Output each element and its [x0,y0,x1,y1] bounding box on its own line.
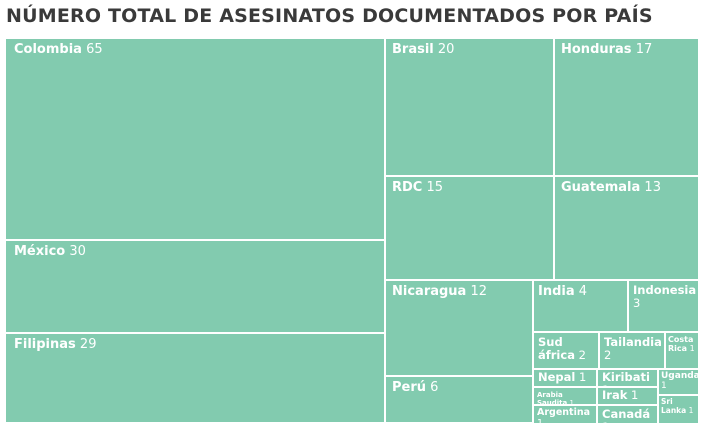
tile-value: 12 [470,284,488,299]
tile-honduras: Honduras 17 [554,38,699,176]
tile-label: Honduras [561,42,632,57]
tile-value: 1 [661,381,667,392]
tile-label: Costa Rica [668,335,694,354]
tile-brasil: Brasil 20 [385,38,554,176]
tile-value: 15 [426,180,444,195]
tile-value: 6 [430,380,439,395]
tile-peru: Perú 6 [385,376,533,423]
tile-tailandia: Tailandia 2 [599,332,665,369]
chart-title: NÚMERO TOTAL DE ASESINATOS DOCUMENTADOS … [6,5,653,27]
tile-value: 29 [79,337,97,352]
tile-rdc: RDC 15 [385,176,554,280]
tile-label: Brasil [392,42,434,57]
tile-label: Sri Lanka [661,397,687,415]
tile-kiribati: Kiribati 1 [597,369,658,387]
tile-label: Uganda [661,371,699,381]
tile-irak: Irak 1 [597,387,658,405]
tile-label: Tailandia [604,335,662,349]
tile-sri-lanka: Sri Lanka 1 [658,395,699,424]
tile-value: 1 [689,344,695,354]
tile-uganda: Uganda 1 [658,369,699,395]
tile-label: Indonesia [633,283,697,297]
tile-label: Colombia [14,42,82,57]
tile-guatemala: Guatemala 13 [554,176,699,280]
tile-value: 17 [635,42,653,57]
tile-label: Argentina [537,407,591,418]
tile-label: Filipinas [14,337,76,352]
tile-value: 2 [604,348,612,363]
tile-label: Irak [602,388,628,402]
tile-label: México [14,244,66,259]
tile-label: Nicaragua [392,284,467,299]
tile-value: 1 [579,370,587,384]
tile-value: 2 [578,348,586,363]
tile-label: Nepal [538,370,576,384]
tile-label: India [538,284,575,299]
tile-label: Canadá [602,407,651,421]
tile-value: 20 [437,42,455,57]
tile-value: 65 [86,42,103,57]
tile-nicaragua: Nicaragua 12 [385,280,533,376]
tile-sud-africa: Sud áfrica 2 [533,332,599,369]
tile-label: Arabia Saudita [537,391,568,405]
tile-label: Guatemala [561,180,641,195]
tile-value: 1 [569,399,574,405]
tile-indonesia: Indonesia 3 [628,280,699,332]
tile-arabia-saudita: Arabia Saudita 1 [533,387,597,405]
tile-value: 1 [631,388,639,402]
tile-costa-rica: Costa Rica 1 [665,332,699,369]
tile-nepal: Nepal 1 [533,369,597,387]
tile-value: 1 [537,417,544,424]
tile-value: 1 [688,405,694,415]
tile-value: 13 [644,180,661,195]
tile-label: RDC [392,180,423,195]
tile-label: Sud áfrica [538,335,575,363]
tile-colombia: Colombia 65 [5,38,385,240]
tile-value: 1 [602,420,609,423]
tile-canada: Canadá 1 [597,405,658,424]
tile-mexico: México 30 [5,240,385,333]
tile-argentina: Argentina 1 [533,405,597,424]
tile-value: 30 [69,244,86,259]
tile-value: 3 [633,296,641,311]
tile-filipinas: Filipinas 29 [5,333,385,423]
tile-india: India 4 [533,280,628,332]
tile-value: 4 [578,284,588,299]
tile-label: Kiribati [602,370,650,384]
tile-value: 1 [602,383,609,386]
tile-label: Perú [392,380,427,395]
